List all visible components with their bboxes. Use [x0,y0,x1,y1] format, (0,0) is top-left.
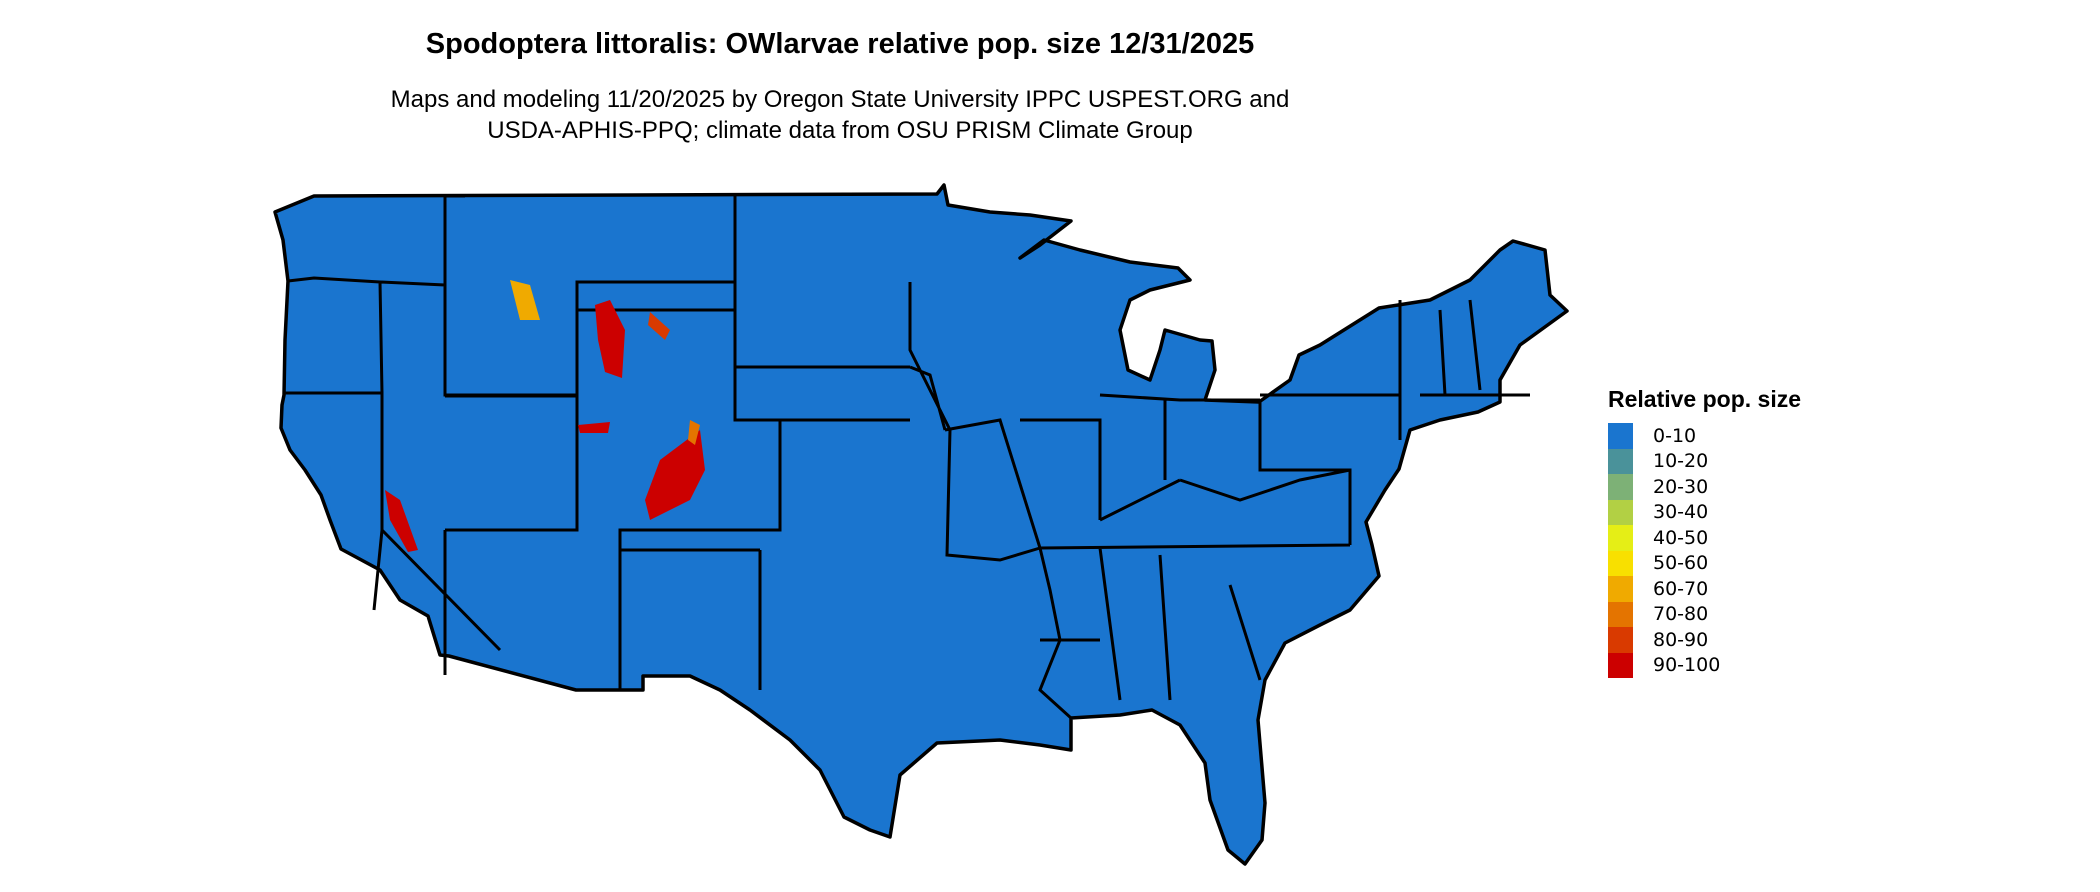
legend-swatch [1608,550,1633,576]
subtitle-line-1: Maps and modeling 11/20/2025 by Oregon S… [390,86,1290,113]
legend-swatch [1608,627,1633,653]
legend-label: 60-70 [1653,577,1709,600]
legend-swatch [1608,576,1633,602]
legend-item: 30-40 [1608,499,1801,525]
legend-item: 40-50 [1608,525,1801,551]
legend-item: 50-60 [1608,550,1801,576]
hotspot-colorado-north [688,420,700,445]
state-borders [285,194,1530,720]
legend-label: 50-60 [1653,552,1709,575]
hotspot-colorado [645,430,705,520]
map-subtitle: Maps and modeling 11/20/2025 by Oregon S… [0,84,1680,146]
map-title: Spodoptera littoralis: OWlarvae relative… [425,28,1255,60]
legend-swatch [1608,448,1633,474]
legend-label: 20-30 [1653,475,1709,498]
legend-item: 0-10 [1608,423,1801,449]
legend-swatch [1608,423,1633,449]
hotspot-california [385,490,418,552]
legend-item: 60-70 [1608,576,1801,602]
legend-item: 90-100 [1608,652,1801,678]
legend-swatch [1608,499,1633,525]
legend-label: 40-50 [1653,526,1709,549]
hotspot-utah [578,422,610,433]
legend-label: 10-20 [1653,450,1709,473]
legend-label: 0-10 [1653,424,1697,447]
hotspots [385,280,705,552]
legend-label: 90-100 [1653,654,1721,677]
legend-item: 70-80 [1608,601,1801,627]
legend: Relative pop. size 0-10 10-20 20-30 30-40 40… [1608,386,1801,678]
legend-item: 80-90 [1608,627,1801,653]
legend-swatch [1608,601,1633,627]
legend-label: 80-90 [1653,628,1709,651]
legend-title: Relative pop. size [1608,386,1802,412]
hotspot-montana [510,280,540,320]
legend-swatch [1608,525,1633,551]
legend-label: 70-80 [1653,603,1709,626]
hotspot-wyoming-east [648,312,670,340]
legend-label: 30-40 [1653,501,1709,524]
legend-item: 20-30 [1608,474,1801,500]
legend-item: 10-20 [1608,448,1801,474]
hotspot-wyoming [595,300,625,378]
legend-swatch [1608,474,1633,500]
legend-swatch [1608,652,1633,678]
subtitle-line-2: USDA-APHIS-PPQ; climate data from OSU PR… [487,117,1193,144]
us-outline [273,183,1569,866]
